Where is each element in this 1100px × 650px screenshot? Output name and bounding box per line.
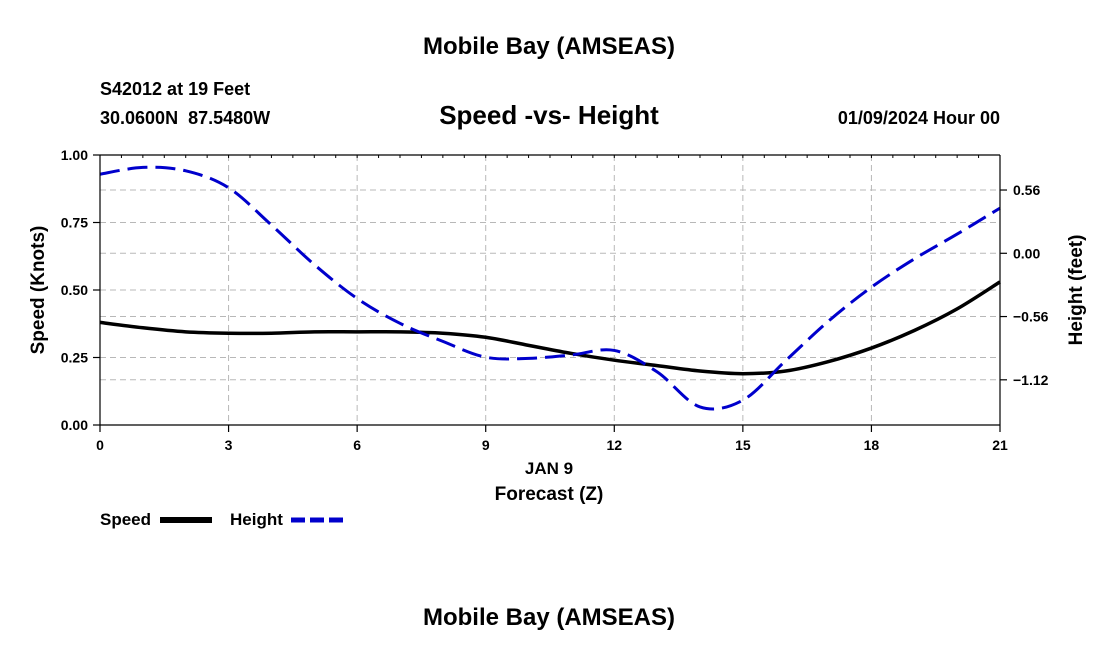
x-tick-label: 3 [225, 437, 233, 453]
y2-axis-label: Height (feet) [1066, 235, 1087, 346]
x-tick-label: 21 [992, 437, 1008, 453]
y-axis-label: Speed (Knots) [28, 226, 49, 355]
x-tick-label: 9 [482, 437, 490, 453]
legend-height-label: Height [230, 510, 283, 529]
series-curves [99, 165, 1001, 411]
x-tick-label: 0 [96, 437, 104, 453]
y-tick-label: 0.25 [61, 350, 88, 366]
plot-frame [99, 154, 1001, 426]
x-tick-label: 6 [353, 437, 361, 453]
x-axis-label: Forecast (Z) [495, 484, 604, 505]
y-tick-label: 0.50 [61, 282, 88, 298]
legend: Speed Height [100, 510, 343, 529]
forecast-datetime: 01/09/2024 Hour 00 [838, 108, 1000, 128]
grid [100, 155, 1000, 425]
x-tick-label: 15 [735, 437, 751, 453]
x-tick-label: 12 [606, 437, 622, 453]
y2-tick-label: 0.00 [1013, 245, 1040, 261]
y2-tick-label: 0.56 [1013, 182, 1040, 198]
page-title: Mobile Bay (AMSEAS) [423, 33, 675, 60]
series-line-speed [99, 280, 1001, 376]
footer-title: Mobile Bay (AMSEAS) [423, 604, 675, 631]
y-tick-label: 1.00 [61, 147, 88, 163]
y-tick-label: 0.00 [61, 417, 88, 433]
station-label: S42012 at 19 Feet [100, 79, 250, 99]
x-tick-label: 18 [864, 437, 880, 453]
y2-tick-label: −0.56 [1013, 309, 1049, 325]
y2-tick-label: −1.12 [1013, 372, 1049, 388]
y-tick-label: 0.75 [61, 215, 88, 231]
legend-speed-label: Speed [100, 510, 151, 529]
coords-label: 30.0600N 87.5480W [100, 108, 270, 128]
date-label: JAN 9 [525, 459, 573, 478]
series-line-height [99, 165, 1001, 411]
chart-subtitle: Speed -vs- Height [439, 100, 659, 130]
axis-ticks: 0 3 6 9 12 15 18 21 0.00 0.25 0.50 0.75 1.00 −1.12 −0.… [61, 147, 1049, 453]
